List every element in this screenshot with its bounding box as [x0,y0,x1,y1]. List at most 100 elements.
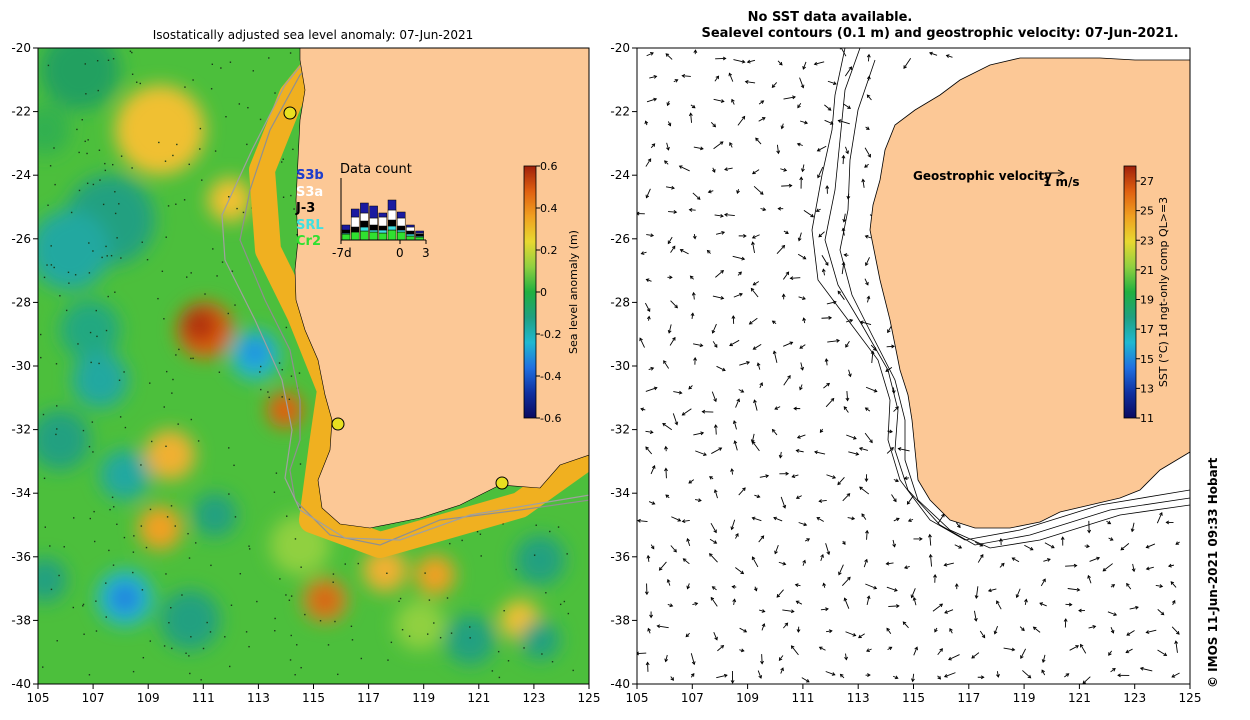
velocity-arrow-head [690,673,695,677]
velocity-arrow [666,142,669,151]
density-dot [300,666,302,669]
velocity-arrow [887,325,892,333]
velocity-arrow [1019,626,1025,631]
velocity-arrow-head [653,97,658,102]
density-dot [275,472,278,474]
velocity-arrow [866,648,872,652]
velocity-arrow-head [1165,520,1170,525]
velocity-arrow-head [914,646,918,651]
velocity-arrow [667,236,673,244]
density-dot [248,645,250,648]
velocity-arrow-head [653,386,658,391]
velocity-arrow-head [756,494,761,499]
anomaly-blob [110,583,140,613]
velocity-arrow-head [1015,594,1020,599]
velocity-arrow-head [1041,669,1045,674]
velocity-arrow-head [691,661,696,666]
velocity-arrow-head [706,249,711,254]
density-dot [149,640,152,642]
density-dot [227,312,229,315]
velocity-arrow-head [640,251,645,255]
velocity-arrow [801,677,810,683]
velocity-arrow-head [682,558,687,562]
density-dot [350,625,353,627]
colorbar-tick-label: 21 [1140,264,1154,277]
density-dot [167,205,170,207]
velocity-arrow-head [664,467,668,472]
velocity-arrow-head [870,350,875,355]
velocity-arrow-head [740,648,745,653]
velocity-arrow-head [724,167,728,172]
density-dot [502,523,504,525]
density-dot [149,382,151,384]
velocity-arrow-head [858,634,862,639]
velocity-arrow [821,317,832,319]
density-dot [545,592,547,594]
x-tick-label: 113 [247,691,270,705]
tide-gauge-marker[interactable] [283,106,297,120]
velocity-arrow-head [1000,562,1005,567]
velocity-arrow-head [847,105,852,109]
velocity-arrow [733,420,737,430]
density-dot [233,464,235,467]
x-tick-label: 109 [137,691,160,705]
velocity-arrow [644,302,651,312]
density-dot [112,163,114,166]
density-dot [281,369,283,371]
density-dot [557,526,560,528]
tide-gauge-marker[interactable] [331,417,345,431]
velocity-arrow [670,545,677,553]
density-dot [344,563,346,565]
density-dot [176,143,178,146]
velocity-arrow-head [795,600,800,605]
velocity-arrow [859,486,870,495]
velocity-arrow [646,278,652,282]
velocity-arrow-head [778,61,783,66]
anomaly-field [38,48,565,665]
colorbar-tick-label: -0.6 [540,412,561,425]
density-dot [88,445,91,448]
velocity-arrow [912,673,915,682]
velocity-arrow-head [776,150,781,155]
velocity-arrow-head [787,375,791,379]
density-dot [228,447,230,449]
density-dot [491,670,494,672]
velocity-arrow-head [1131,568,1136,573]
velocity-arrow [774,544,779,554]
velocity-arrow-head [671,185,675,190]
velocity-arrow [729,339,740,346]
velocity-arrow [693,146,704,150]
density-dot [231,270,234,272]
velocity-arrow [650,465,656,475]
density-dot [387,659,389,661]
density-dot [84,63,86,65]
velocity-arrow [817,166,824,178]
velocity-arrow [1146,566,1154,570]
density-dot [218,371,221,373]
velocity-arrow-head [1068,602,1073,607]
velocity-arrow [712,323,717,334]
density-dot [289,659,292,661]
velocity-arrow-head [753,399,757,404]
y-tick-label: -26 [11,232,31,246]
velocity-arrow-head [802,296,806,300]
velocity-arrow-head [743,233,747,238]
x-tick-label: 119 [412,691,435,705]
velocity-arrow-head [1021,627,1025,632]
velocity-arrow-head [902,621,907,626]
density-dot [55,363,58,365]
anomaly-blob [40,48,120,110]
density-dot [133,535,135,537]
density-dot [200,679,202,681]
sea-level-anomaly-map: 105 107 109 111 113 115 117 119 121 123 125 -20 -22 -… [11,41,600,705]
density-dot [136,81,138,83]
density-dot [259,118,262,121]
velocity-arrow [1175,641,1178,653]
velocity-arrow-head [1113,612,1118,616]
velocity-arrow-head [752,281,757,286]
tide-gauge-marker[interactable] [495,476,509,490]
velocity-arrow-head [903,65,907,69]
velocity-arrow-head [696,196,701,200]
velocity-arrow [996,600,1002,610]
velocity-arrow-head [743,628,748,633]
